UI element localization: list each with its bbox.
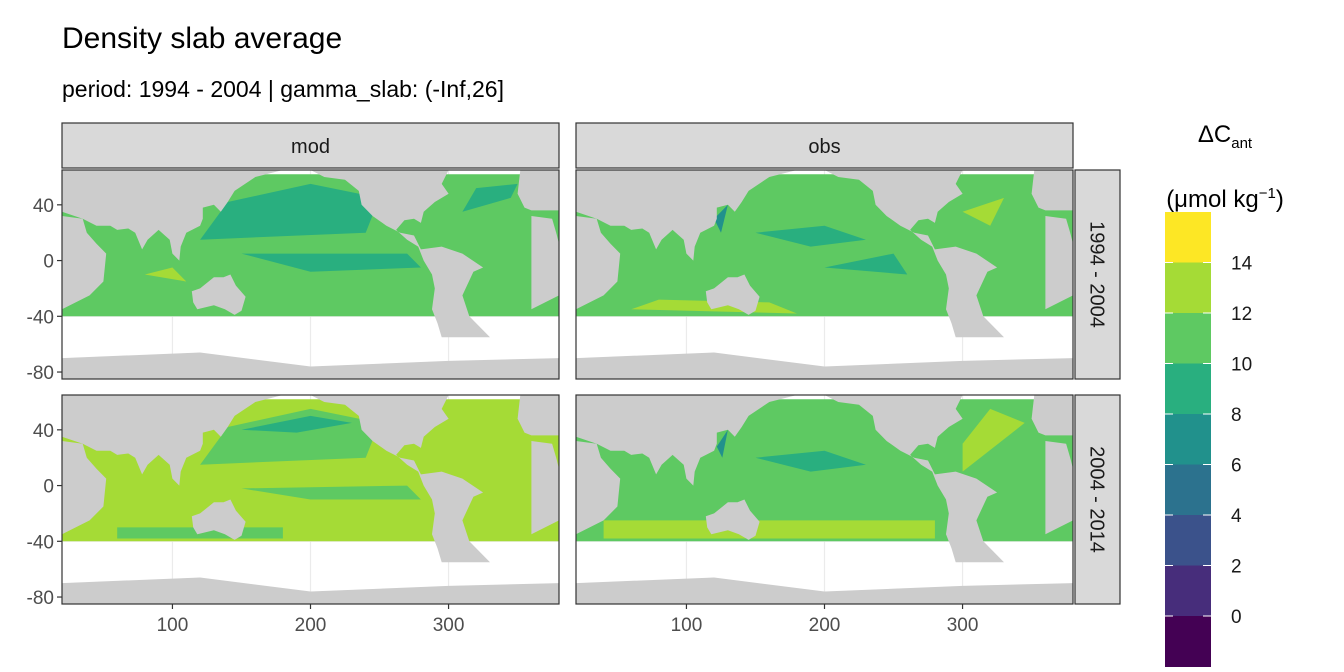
y-tick-label: 40 — [33, 196, 54, 217]
legend-break-label: 0 — [1231, 607, 1242, 628]
x-tick-label: 200 — [809, 615, 841, 636]
legend-bin-6-8 — [1165, 414, 1211, 465]
y-tick-label: 0 — [43, 477, 54, 498]
panel-border — [61, 169, 560, 380]
ocean-patch-12-14 — [962, 197, 1004, 226]
land-europe-wrap — [517, 395, 559, 436]
legend-bin-2-4 — [1165, 515, 1211, 566]
ocean-patch-8-10 — [755, 225, 866, 247]
x-tick-label: 300 — [433, 615, 465, 636]
land-australia — [191, 499, 246, 540]
legend-title: ΔCant (μmol kg−1) — [1160, 110, 1290, 225]
x-tick-label: 100 — [671, 615, 703, 636]
x-tick-label: 300 — [947, 615, 979, 636]
legend-title-close: ) — [1275, 185, 1284, 213]
land-antarctica — [576, 352, 1073, 379]
row-strip-0 — [1074, 169, 1121, 380]
land-europe-wrap — [1031, 395, 1073, 436]
legend-title-main: ΔC — [1197, 121, 1232, 148]
land-antarctica — [62, 352, 559, 379]
ocean-patch-12-14 — [962, 408, 1025, 472]
y-tick-label: 40 — [33, 421, 54, 442]
facet-label-mod: mod — [291, 136, 330, 158]
land-australia — [191, 274, 246, 315]
legend-title-sub: ant — [1231, 134, 1253, 152]
land-americas — [824, 170, 1004, 338]
ocean-patch-6-8 — [714, 204, 728, 233]
land-africa-wrap — [1045, 216, 1073, 310]
land-americas — [310, 170, 490, 338]
legend-bin-0-2 — [1165, 565, 1211, 617]
legend-title-sup: −1 — [1258, 184, 1276, 202]
ocean-patch-12-14 — [603, 520, 935, 539]
legend-break-label: 14 — [1231, 254, 1253, 275]
legend-bin-10-12 — [1165, 313, 1211, 364]
y-tick-label: 0 — [43, 252, 54, 273]
land-africa-wrap — [531, 216, 559, 310]
land-africa-wrap — [1045, 441, 1073, 535]
facet-strip-mod — [61, 122, 560, 169]
land-antarctica — [62, 577, 559, 604]
land-europe-wrap — [1031, 170, 1073, 211]
land-eurasia — [576, 170, 797, 261]
land-europe-wrap — [517, 170, 559, 211]
land-africa — [576, 216, 621, 310]
legend-bin-4-6 — [1165, 464, 1211, 516]
legend-break-label: 10 — [1231, 355, 1252, 376]
chart-title: Density slab average — [62, 22, 343, 55]
legend-bin-12-14 — [1165, 262, 1211, 314]
legend-break-label: 6 — [1231, 456, 1242, 477]
land-africa — [62, 216, 107, 310]
ocean-patch-12-14 — [144, 267, 187, 282]
x-tick-label: 100 — [157, 615, 189, 636]
land-americas — [310, 395, 490, 563]
legend-break-label: 12 — [1231, 304, 1252, 325]
y-tick-label: -80 — [27, 588, 54, 609]
facet-strip-obs — [575, 122, 1074, 169]
row-strip-1 — [1074, 394, 1121, 605]
y-tick-label: -40 — [27, 532, 54, 553]
row-label: 1994 - 2004 — [1086, 221, 1108, 328]
land-australia — [705, 274, 760, 315]
legend-break-label: 2 — [1231, 557, 1242, 578]
land-americas — [824, 395, 1004, 563]
ocean-patch-8-10 — [241, 415, 352, 433]
row-label: 2004 - 2014 — [1086, 446, 1108, 553]
legend-title-unit: (μmol kg — [1166, 185, 1259, 213]
land-africa — [576, 441, 621, 535]
panel-mod-1 — [62, 395, 559, 604]
panel-mod-0 — [62, 170, 559, 379]
ocean-patch-6-8 — [716, 429, 728, 458]
ocean-patch-8-10 — [462, 183, 518, 212]
land-australia — [705, 499, 760, 540]
legend-break-label: 4 — [1231, 506, 1242, 527]
panel-obs-1 — [576, 395, 1073, 604]
ocean-patch-8-10 — [824, 253, 908, 275]
land-eurasia — [62, 395, 283, 486]
panel-obs-0 — [576, 170, 1073, 379]
legend-bin-8-10 — [1165, 363, 1211, 415]
legend-bin-<0 — [1165, 616, 1211, 667]
ocean-patch-8-10 — [200, 183, 380, 240]
facet-label-obs: obs — [808, 136, 840, 158]
land-eurasia — [576, 395, 797, 486]
land-africa — [62, 441, 107, 535]
land-eurasia — [62, 170, 283, 261]
ocean-patch-8-10 — [241, 253, 421, 272]
y-tick-label: -80 — [27, 363, 54, 384]
legend-bin-14-16 — [1165, 212, 1211, 263]
chart-subtitle: period: 1994 - 2004 | gamma_slab: (-Inf,… — [62, 76, 504, 102]
x-tick-label: 200 — [295, 615, 327, 636]
ocean-patch-8-10 — [755, 450, 866, 472]
legend-break-label: 8 — [1231, 405, 1242, 426]
panel-border — [575, 169, 1074, 380]
ocean-patch-10-12 — [241, 485, 421, 500]
land-antarctica — [576, 577, 1073, 604]
land-africa-wrap — [531, 441, 559, 535]
y-tick-label: -40 — [27, 307, 54, 328]
